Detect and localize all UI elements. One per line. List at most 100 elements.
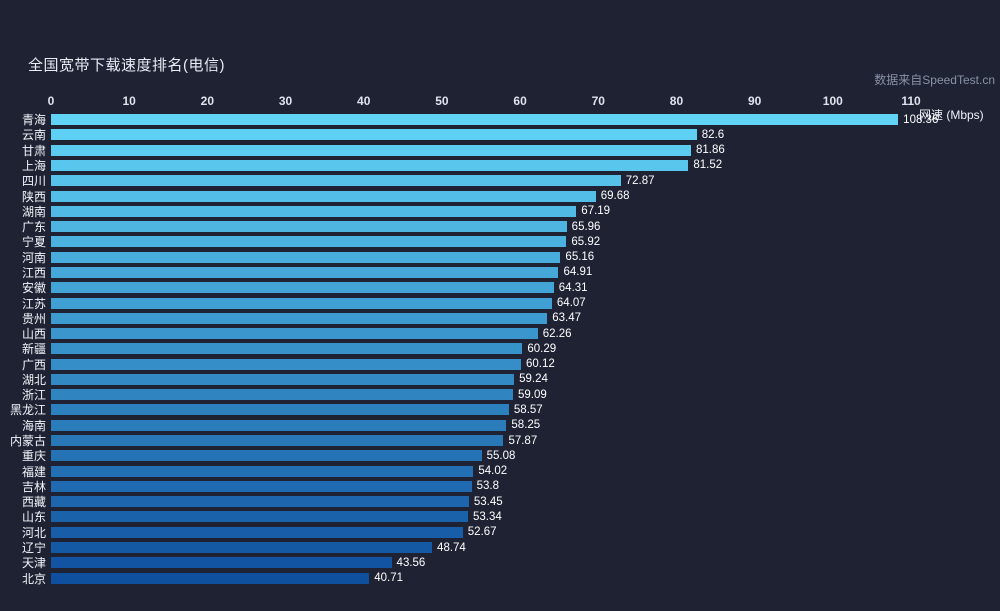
bar[interactable] bbox=[51, 312, 548, 324]
bar[interactable] bbox=[51, 542, 433, 554]
x-axis-tick: 80 bbox=[669, 94, 684, 108]
bar-row: 青海 108.36 bbox=[0, 112, 1000, 127]
value-label: 62.26 bbox=[542, 327, 572, 340]
province-label: 甘肃 bbox=[21, 143, 46, 158]
province-label: 安徽 bbox=[21, 281, 46, 296]
bar-row: 西藏 53.45 bbox=[0, 494, 1000, 509]
bar[interactable] bbox=[51, 114, 899, 126]
province-label: 辽宁 bbox=[21, 541, 46, 556]
value-label: 53.45 bbox=[473, 495, 503, 508]
x-axis-tick: 110 bbox=[901, 94, 921, 108]
x-axis-name: 网速 (Mbps) bbox=[919, 108, 984, 122]
value-label: 69.68 bbox=[600, 190, 630, 203]
province-label: 山西 bbox=[21, 327, 46, 342]
value-label: 60.12 bbox=[526, 358, 555, 371]
bar[interactable] bbox=[51, 251, 561, 263]
x-axis-tick: 50 bbox=[435, 94, 449, 108]
province-label: 北京 bbox=[21, 571, 46, 586]
bar[interactable] bbox=[51, 389, 513, 401]
bar-row: 重庆 55.08 bbox=[0, 448, 1000, 463]
x-axis-tick: 30 bbox=[278, 94, 293, 108]
bar[interactable] bbox=[51, 343, 523, 355]
bar[interactable] bbox=[51, 190, 596, 202]
bar[interactable] bbox=[51, 358, 522, 370]
value-label: 53.8 bbox=[476, 480, 499, 493]
province-label: 山东 bbox=[21, 510, 46, 525]
bar[interactable] bbox=[51, 221, 567, 233]
bar-row: 江苏 64.07 bbox=[0, 295, 1000, 311]
value-label: 40.71 bbox=[374, 572, 404, 585]
x-axis-tick: 60 bbox=[513, 94, 527, 108]
bar-row: 湖北 59.24 bbox=[0, 372, 1000, 387]
bar-row: 海南 58.25 bbox=[0, 418, 1000, 433]
province-label: 陕西 bbox=[21, 189, 46, 204]
bar-row: 新疆 60.29 bbox=[0, 341, 1000, 356]
bar[interactable] bbox=[51, 282, 554, 294]
province-label: 江苏 bbox=[21, 296, 46, 311]
bar-row: 四川 72.87 bbox=[0, 173, 1000, 188]
value-label: 64.07 bbox=[556, 297, 586, 310]
province-label: 湖北 bbox=[21, 372, 46, 387]
bar[interactable] bbox=[51, 496, 469, 508]
province-label: 浙江 bbox=[21, 388, 46, 403]
bar-rows: 青海 108.36 云南 82.6 甘肃 81.86 上海 81.52 四川 72.87 陕西 69.… bbox=[0, 112, 1000, 586]
bar[interactable] bbox=[51, 480, 472, 492]
value-label: 108.36 bbox=[903, 113, 939, 126]
value-label: 59.24 bbox=[519, 373, 548, 386]
value-label: 65.92 bbox=[571, 235, 601, 248]
province-label: 河北 bbox=[21, 525, 46, 540]
bar[interactable] bbox=[51, 297, 552, 309]
x-axis-tick: 100 bbox=[822, 94, 843, 108]
bar-row: 湖南 67.19 bbox=[0, 204, 1000, 219]
bar-row: 吉林 53.8 bbox=[0, 479, 1000, 494]
value-label: 43.56 bbox=[396, 556, 426, 569]
bar[interactable] bbox=[51, 159, 689, 171]
value-label: 59.09 bbox=[517, 388, 547, 401]
bar[interactable] bbox=[51, 435, 504, 447]
bar[interactable] bbox=[51, 175, 621, 187]
bar[interactable] bbox=[51, 404, 509, 416]
bar[interactable] bbox=[51, 236, 567, 248]
province-label: 福建 bbox=[21, 464, 46, 479]
bar[interactable] bbox=[51, 465, 474, 477]
bar-row: 贵州 63.47 bbox=[0, 311, 1000, 326]
bar[interactable] bbox=[51, 450, 482, 462]
value-label: 65.96 bbox=[571, 220, 601, 233]
bar[interactable] bbox=[51, 511, 469, 523]
bar[interactable] bbox=[51, 328, 538, 340]
bar-row: 福建 54.02 bbox=[0, 463, 1000, 479]
bar[interactable] bbox=[51, 526, 463, 538]
value-label: 72.87 bbox=[625, 174, 655, 187]
bar-row: 云南 82.6 bbox=[0, 127, 1000, 142]
province-label: 吉林 bbox=[21, 479, 46, 494]
bar[interactable] bbox=[51, 419, 507, 431]
bar[interactable] bbox=[51, 557, 392, 569]
province-label: 海南 bbox=[21, 418, 46, 433]
bar-row: 山东 53.34 bbox=[0, 509, 1000, 524]
province-label: 新疆 bbox=[21, 342, 46, 357]
bar[interactable] bbox=[51, 373, 515, 385]
value-label: 54.02 bbox=[478, 465, 508, 478]
province-label: 云南 bbox=[21, 128, 46, 143]
bar-row: 辽宁 48.74 bbox=[0, 540, 1000, 555]
chart-title: 全国宽带下载速度排名(电信) bbox=[28, 57, 225, 74]
bar[interactable] bbox=[51, 144, 691, 156]
value-label: 60.29 bbox=[527, 342, 557, 355]
value-label: 81.86 bbox=[695, 144, 725, 157]
province-label: 贵州 bbox=[21, 311, 46, 326]
data-source-credit: 数据来自SpeedTest.cn bbox=[874, 73, 995, 87]
bar-row: 安徽 64.31 bbox=[0, 280, 1000, 295]
value-label: 57.87 bbox=[508, 434, 538, 447]
bar[interactable] bbox=[51, 572, 370, 584]
bar[interactable] bbox=[51, 266, 559, 278]
province-label: 广东 bbox=[21, 220, 46, 235]
bar-row: 河南 65.16 bbox=[0, 250, 1000, 265]
bar[interactable] bbox=[51, 205, 577, 217]
bar-row: 内蒙古 57.87 bbox=[0, 433, 1000, 448]
province-label: 河南 bbox=[21, 250, 46, 265]
bar-row: 广东 65.96 bbox=[0, 219, 1000, 234]
bar-row: 山西 62.26 bbox=[0, 326, 1000, 341]
bar[interactable] bbox=[51, 129, 697, 141]
bar-row: 黑龙江 58.57 bbox=[0, 402, 1000, 417]
